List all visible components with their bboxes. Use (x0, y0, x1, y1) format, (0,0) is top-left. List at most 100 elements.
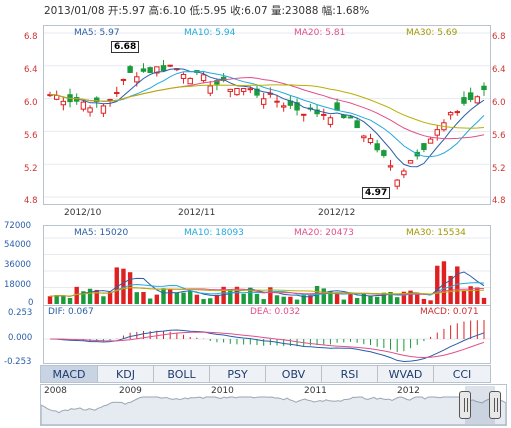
indicator-tabs: MACD KDJ BOLL PSY OBV RSI WVAD CCI (40, 365, 491, 383)
candle-body (107, 98, 113, 101)
candlestick-panel[interactable]: MA5: 5.97 MA10: 5.94 MA20: 5.81 MA30: 5.… (43, 25, 491, 205)
tab-psy[interactable]: PSY (209, 365, 266, 383)
vol-ytick: 72000 (4, 221, 32, 231)
candle-body (120, 78, 127, 81)
volume-bar (221, 286, 226, 304)
candle-body (254, 88, 260, 96)
volume-bar (428, 300, 433, 304)
candle-body (160, 65, 167, 72)
volume-bar (441, 261, 447, 304)
candle-body (280, 105, 287, 108)
k-ytick-right: 6.8 (492, 32, 506, 42)
volume-bar (408, 290, 413, 304)
candle-body (200, 74, 207, 82)
candle-body (80, 101, 87, 110)
volume-bar (374, 296, 380, 304)
tab-obv[interactable]: OBV (265, 365, 322, 383)
macd-dea-label: DEA: 0.032 (250, 307, 301, 317)
vol-ma30-label: MA30: 15534 (406, 228, 466, 238)
range-left-handle[interactable] (459, 391, 471, 419)
k-ytick-right: 5.2 (492, 164, 506, 174)
tab-wvad[interactable]: WVAD (377, 365, 434, 383)
vol-ma20-label: MA20: 20473 (294, 228, 354, 238)
k-ytick-left: 5.6 (24, 131, 38, 141)
volume-bar (361, 293, 367, 304)
candle-body (301, 113, 307, 116)
k-ytick-right: 6.0 (492, 98, 506, 108)
k-ytick-right: 6.4 (492, 65, 506, 75)
range-right-handle[interactable] (489, 391, 501, 419)
candle-body (374, 143, 380, 151)
tab-cci[interactable]: CCI (433, 365, 491, 383)
high-value: 6.10 (162, 5, 187, 17)
ma5-line (49, 68, 485, 168)
volume-bar (67, 297, 73, 304)
candle-body (421, 143, 427, 151)
volume-bar (455, 266, 460, 304)
k-ytick-left: 6.0 (24, 98, 38, 108)
candle-body (347, 116, 354, 119)
volume-bar (174, 292, 180, 304)
volume-bar (435, 265, 440, 304)
k-ytick-right: 5.6 (492, 131, 506, 141)
volume-bar (147, 298, 153, 304)
navigator-year: 2012 (397, 386, 420, 396)
volume-bar (101, 296, 106, 304)
k-ytick-left: 6.8 (24, 32, 38, 42)
volume-bar (54, 295, 59, 304)
volume-bar (381, 292, 387, 304)
volume-bar (475, 287, 480, 304)
volume-panel[interactable]: MA5: 15020 MA10: 18093 MA20: 20473 MA30:… (43, 225, 491, 306)
k-ytick-right: 4.8 (492, 196, 506, 206)
volume-bar (134, 292, 139, 304)
quote-header: 2013/01/08 开:5.97 高:6.10 低:5.95 收:6.07 量… (44, 3, 369, 18)
volume-bar (121, 268, 126, 304)
volume-bar (368, 295, 373, 304)
open-label: 开: (107, 5, 122, 17)
volume-bar (415, 293, 420, 304)
volume-label: 量: (271, 5, 286, 17)
volume-bar (261, 299, 266, 304)
volume-bar (274, 295, 280, 304)
volume-bar (321, 288, 326, 304)
candle-body (140, 68, 147, 72)
candle-body (247, 88, 254, 91)
volume-bar (354, 298, 360, 304)
volume-bar (141, 292, 146, 304)
candle-body (207, 85, 213, 94)
tab-boll[interactable]: BOLL (153, 365, 210, 383)
candle-body (361, 135, 367, 139)
candle-body (260, 98, 267, 105)
volume-bar (81, 291, 86, 304)
volume-bar (87, 288, 93, 304)
macd-value-label: MACD: 0.071 (420, 307, 479, 317)
k-xtick: 2012/12 (318, 208, 356, 218)
kline-ma5-label: MA5: 5.97 (74, 28, 120, 38)
candle-body (401, 170, 407, 176)
time-navigator[interactable]: 2008 2009 2010 2011 2012 (40, 384, 507, 426)
volume-bar (248, 287, 253, 304)
macd-ytick: 0.000 (8, 333, 33, 343)
open-value: 5.97 (121, 5, 146, 17)
volume-bar (154, 294, 160, 304)
volume-bar (161, 288, 166, 304)
macd-panel[interactable]: DIF: 0.067 DEA: 0.032 MACD: 0.071 (43, 305, 491, 364)
candle-body (220, 76, 227, 81)
candle-body (434, 129, 440, 136)
macd-dif-label: DIF: 0.067 (48, 307, 94, 317)
navigator-year: 2008 (44, 386, 67, 396)
candle-body (227, 88, 233, 92)
volume-bar (47, 296, 53, 304)
tab-kdj[interactable]: KDJ (97, 365, 154, 383)
volume-bar (241, 293, 246, 304)
tab-macd[interactable]: MACD (40, 365, 98, 383)
volume-bar (107, 291, 113, 304)
navigator-year: 2011 (304, 386, 327, 396)
k-xtick: 2012/11 (178, 208, 216, 218)
candle-body (481, 85, 487, 91)
tab-rsi[interactable]: RSI (321, 365, 378, 383)
candle-body (461, 97, 467, 104)
volume-bar (201, 299, 206, 304)
volume-bar (228, 289, 233, 304)
candle-body (354, 120, 360, 129)
